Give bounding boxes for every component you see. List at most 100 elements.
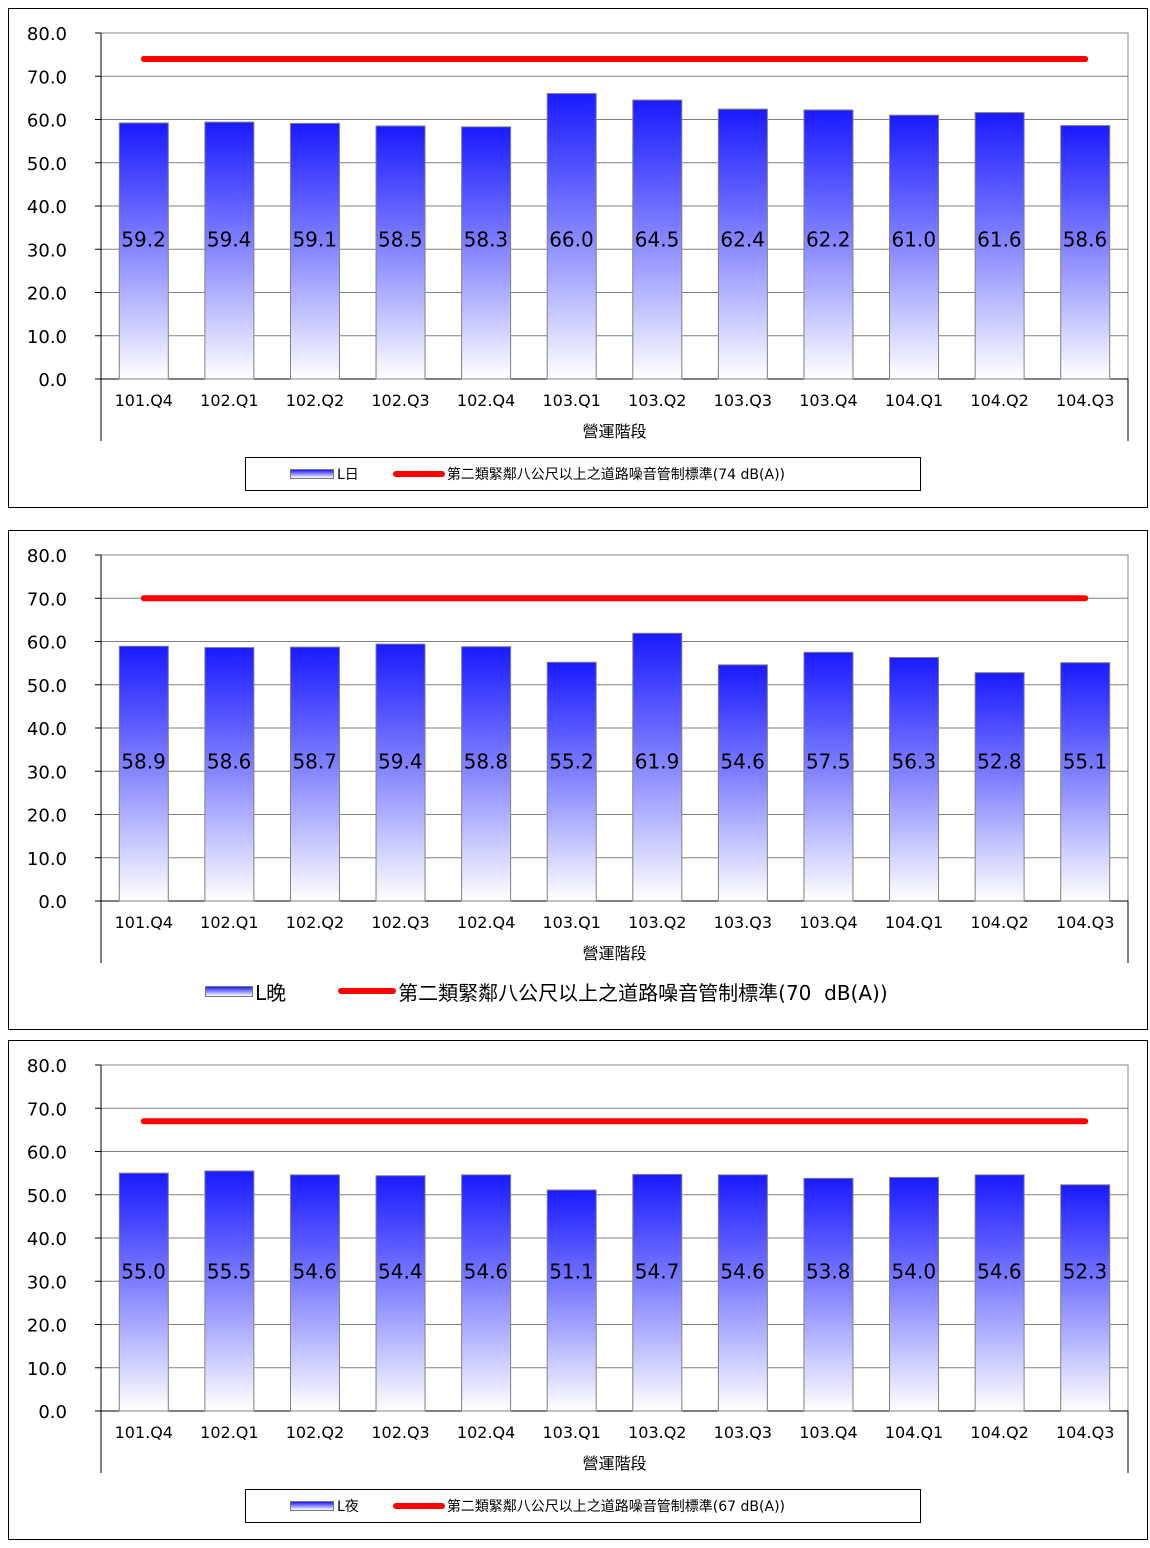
bar-102.Q1 <box>204 1170 255 1412</box>
category-label-104.Q2: 104.Q2 <box>970 913 1028 932</box>
data-label-104.Q1: 54.0 <box>892 1260 937 1284</box>
data-label-104.Q1: 61.0 <box>892 228 937 252</box>
bar-104.Q3 <box>1060 1184 1111 1412</box>
y-tick-label: 30.0 <box>27 1272 67 1293</box>
bar-103.Q3 <box>717 664 768 902</box>
data-label-103.Q3: 54.6 <box>720 1260 765 1284</box>
bar-legend-label: L日 <box>337 467 359 483</box>
category-label-102.Q3: 102.Q3 <box>371 1423 429 1442</box>
category-label-104.Q1: 104.Q1 <box>885 391 943 410</box>
legend-evening: L晚 第二類緊鄰八公尺以上之道路噪音管制標準(70 dB(A)) <box>201 971 981 1011</box>
data-label-102.Q1: 58.6 <box>207 750 252 774</box>
y-tick-label: 60.0 <box>27 111 67 132</box>
bar-104.Q2 <box>974 672 1025 902</box>
data-label-103.Q1: 66.0 <box>549 228 594 252</box>
category-label-102.Q2: 102.Q2 <box>286 1423 344 1442</box>
data-label-103.Q3: 62.4 <box>720 228 765 252</box>
bar-103.Q4 <box>803 109 854 380</box>
category-label-103.Q2: 103.Q2 <box>628 391 686 410</box>
bar-104.Q1 <box>889 657 940 902</box>
y-tick-label: 50.0 <box>27 676 67 697</box>
data-label-102.Q2: 54.6 <box>292 1260 337 1284</box>
category-label-103.Q2: 103.Q2 <box>628 913 686 932</box>
category-label-103.Q3: 103.Q3 <box>714 1423 772 1442</box>
data-label-103.Q2: 61.9 <box>635 750 680 774</box>
bar-101.Q4 <box>118 645 169 902</box>
bar-103.Q2 <box>632 632 683 902</box>
bar-104.Q2 <box>974 1174 1025 1412</box>
y-tick-label: 70.0 <box>27 67 67 88</box>
bar-102.Q4 <box>461 1174 512 1412</box>
x-axis-title: 營運階段 <box>582 422 646 441</box>
bar-102.Q3 <box>375 1175 426 1412</box>
bar-legend-label: L晚 <box>255 980 287 1005</box>
category-label-104.Q1: 104.Q1 <box>885 1423 943 1442</box>
category-label-102.Q4: 102.Q4 <box>457 913 515 932</box>
bar-102.Q1 <box>204 121 255 380</box>
y-tick-label: 80.0 <box>27 546 67 567</box>
data-label-103.Q1: 51.1 <box>549 1260 594 1284</box>
data-label-103.Q4: 62.2 <box>806 228 851 252</box>
category-label-104.Q2: 104.Q2 <box>970 1423 1028 1442</box>
data-label-104.Q3: 58.6 <box>1063 228 1108 252</box>
category-label-102.Q4: 102.Q4 <box>457 1423 515 1442</box>
legend-night: L夜 第二類緊鄰八公尺以上之道路噪音管制標準(67 dB(A)) <box>245 1489 921 1523</box>
data-label-102.Q3: 54.4 <box>378 1260 423 1284</box>
category-label-104.Q3: 104.Q3 <box>1056 391 1114 410</box>
bar-legend-label: L夜 <box>337 1499 359 1515</box>
data-label-102.Q2: 58.7 <box>292 750 337 774</box>
data-label-103.Q4: 57.5 <box>806 750 851 774</box>
line-legend-swatch <box>392 471 445 477</box>
data-label-102.Q3: 59.4 <box>378 750 423 774</box>
data-label-104.Q1: 56.3 <box>892 750 937 774</box>
category-label-103.Q4: 103.Q4 <box>799 1423 857 1442</box>
y-tick-label: 60.0 <box>27 1143 67 1164</box>
bar-legend-swatch <box>205 985 253 997</box>
bar-103.Q3 <box>717 1174 768 1412</box>
bar-102.Q3 <box>375 125 426 380</box>
category-label-103.Q4: 103.Q4 <box>799 391 857 410</box>
data-label-102.Q4: 54.6 <box>464 1260 509 1284</box>
data-label-102.Q2: 59.1 <box>292 228 337 252</box>
bar-103.Q4 <box>803 651 854 902</box>
x-axis-title: 營運階段 <box>582 1454 646 1473</box>
y-tick-label: 10.0 <box>27 1359 67 1380</box>
bar-102.Q4 <box>461 646 512 902</box>
category-label-102.Q3: 102.Q3 <box>371 391 429 410</box>
data-label-104.Q2: 54.6 <box>977 1260 1022 1284</box>
category-label-102.Q1: 102.Q1 <box>200 391 258 410</box>
y-tick-label: 80.0 <box>27 1056 67 1077</box>
bar-104.Q3 <box>1060 662 1111 902</box>
data-label-103.Q3: 54.6 <box>720 750 765 774</box>
bar-101.Q4 <box>118 122 169 380</box>
y-tick-label: 20.0 <box>27 284 67 305</box>
data-label-102.Q1: 55.5 <box>207 1260 252 1284</box>
chart-panel-evening: 0.0 10.0 20.0 30.0 40.0 50.0 60.0 70.0 80.0 58.9 1… <box>8 530 1148 1030</box>
y-tick-label: 60.0 <box>27 633 67 654</box>
data-label-104.Q3: 52.3 <box>1063 1260 1108 1284</box>
category-label-102.Q2: 102.Q2 <box>286 391 344 410</box>
bar-102.Q4 <box>461 126 512 380</box>
data-label-104.Q3: 55.1 <box>1063 750 1108 774</box>
category-label-103.Q1: 103.Q1 <box>543 913 601 932</box>
bar-102.Q2 <box>289 1174 340 1412</box>
category-label-102.Q1: 102.Q1 <box>200 913 258 932</box>
data-label-101.Q4: 58.9 <box>121 750 166 774</box>
chart-panel-day: 0.0 10.0 20.0 30.0 40.0 50.0 60.0 70.0 80.0 59.2 1… <box>8 8 1148 508</box>
category-label-104.Q2: 104.Q2 <box>970 391 1028 410</box>
data-label-101.Q4: 55.0 <box>121 1260 166 1284</box>
line-legend-swatch <box>392 1503 445 1509</box>
bar-legend-swatch <box>290 1501 334 1511</box>
y-tick-label: 20.0 <box>27 806 67 827</box>
y-tick-label: 40.0 <box>27 719 67 740</box>
bar-104.Q3 <box>1060 125 1111 380</box>
data-label-102.Q1: 59.4 <box>207 228 252 252</box>
bar-103.Q1 <box>546 1189 597 1412</box>
bar-102.Q1 <box>204 647 255 902</box>
category-label-103.Q1: 103.Q1 <box>543 391 601 410</box>
category-label-101.Q4: 101.Q4 <box>115 1423 173 1442</box>
bar-103.Q3 <box>717 108 768 380</box>
y-tick-label: 0.0 <box>38 1402 67 1423</box>
category-label-104.Q3: 104.Q3 <box>1056 1423 1114 1442</box>
y-tick-label: 80.0 <box>27 24 67 45</box>
